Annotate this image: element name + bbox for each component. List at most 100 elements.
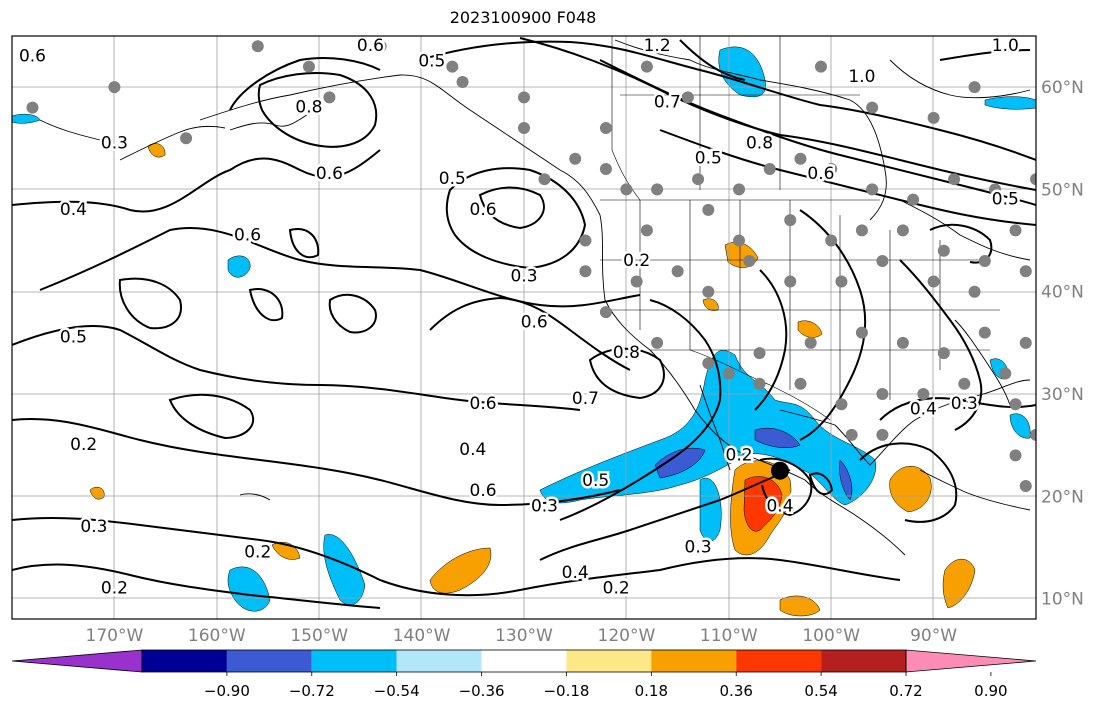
- contour-label: 0.5: [439, 169, 466, 189]
- station-dot: [1019, 265, 1032, 278]
- contour-label: 0.4: [910, 399, 937, 419]
- station-dot: [743, 255, 756, 268]
- station-dot: [814, 60, 827, 73]
- contour-label: 0.3: [510, 266, 537, 286]
- station-dot: [722, 367, 735, 380]
- contour-label: 0.7: [572, 389, 599, 409]
- contour-label: 0.7: [654, 92, 681, 112]
- shade-neg-pacific-n: [227, 255, 251, 278]
- station-dot: [733, 234, 746, 247]
- contour-label: 0.6: [470, 481, 497, 501]
- contour-label: 0.5: [418, 52, 445, 72]
- station-dot: [763, 162, 776, 175]
- station-dot: [446, 60, 459, 73]
- station-dot: [784, 214, 797, 227]
- station-dot: [753, 377, 766, 390]
- shaded-fields: [12, 46, 1036, 617]
- shade-neg-hawaii-s: [227, 566, 271, 612]
- colorbar-segment: [311, 650, 397, 672]
- station-dot: [651, 183, 664, 196]
- colorbar-segment: [821, 650, 906, 672]
- shade-neg-w-edge: [12, 113, 41, 124]
- lat-tick-label: 40°N: [1041, 283, 1084, 303]
- political-borders: [600, 36, 1000, 421]
- station-dot: [651, 336, 664, 349]
- colorbar-frame: [141, 649, 907, 673]
- station-dot: [702, 357, 715, 370]
- colorbar-tick-label: −0.18: [543, 682, 589, 700]
- station-dot: [599, 162, 612, 175]
- contour-label: 0.2: [244, 543, 271, 563]
- station-dot: [518, 122, 530, 135]
- contour-label: 0.5: [60, 328, 87, 348]
- station-dot: [876, 387, 889, 400]
- station-dot: [569, 152, 582, 165]
- contour-label: 1.2: [644, 36, 671, 56]
- station-dot: [794, 152, 807, 165]
- colorbar-tick-label: 0.18: [635, 682, 668, 700]
- station-dot: [702, 285, 715, 298]
- colorbar-segment: [566, 650, 652, 672]
- contour-label: 0.6: [470, 394, 497, 414]
- station-dot: [251, 40, 264, 53]
- map-title: 2023100900 F048: [449, 8, 597, 27]
- contour-label: 0.5: [992, 190, 1019, 210]
- lon-tick-label: 100°W: [802, 626, 860, 646]
- contour-label: 0.6: [316, 164, 343, 184]
- shade-pos-plains-2: [797, 320, 823, 338]
- contour-label: 0.8: [295, 98, 322, 118]
- shade-neg-gulf-e: [1009, 413, 1031, 439]
- contour-label: 0.3: [951, 394, 978, 414]
- colorbar-segment: [396, 650, 482, 672]
- colorbar-tick-label: −0.36: [459, 682, 505, 700]
- station-dot: [671, 265, 684, 278]
- station-dot: [702, 203, 715, 216]
- lon-tick-label: 90°W: [910, 626, 957, 646]
- contour-label: 0.6: [357, 36, 384, 56]
- station-dot: [866, 101, 879, 114]
- colorbar-tick-label: −0.72: [289, 682, 335, 700]
- contour-label: 0.8: [746, 133, 773, 153]
- lat-tick-label: 20°N: [1041, 487, 1084, 507]
- contour-label: 0.5: [582, 471, 609, 491]
- station-dot: [1030, 428, 1036, 441]
- lat-tick-label: 50°N: [1041, 180, 1084, 200]
- station-dot: [835, 275, 848, 288]
- station-dot: [989, 183, 1002, 196]
- colorbar-extend-low: [11, 649, 143, 673]
- contour-label: 0.3: [80, 517, 107, 537]
- lon-tick-label: 160°W: [188, 626, 246, 646]
- station-dot: [896, 336, 909, 349]
- contour-label: 0.6: [521, 312, 548, 332]
- shade-neg-deep-2: [754, 427, 801, 448]
- colorbar-extend-high: [905, 649, 1037, 673]
- colorbar-tick-label: −0.54: [374, 682, 420, 700]
- shade-pos-gulf: [889, 466, 932, 513]
- shade-neg-far-ne: [984, 96, 1036, 110]
- shade-pos-carib: [942, 558, 976, 609]
- station-dot: [845, 428, 858, 441]
- station-dot: [323, 91, 336, 104]
- station-dot: [456, 76, 469, 89]
- contour-label: 0.3: [101, 133, 128, 153]
- contour-label: 0.3: [685, 537, 712, 557]
- station-dot: [876, 255, 889, 268]
- station-dot: [927, 111, 940, 124]
- colorbar-segment: [651, 650, 737, 672]
- lon-tick-label: 140°W: [393, 626, 451, 646]
- station-markers: [26, 40, 1036, 493]
- colorbar-tick-label: 0.54: [804, 682, 837, 700]
- colorbar-segment: [226, 650, 312, 672]
- lon-tick-label: 130°W: [495, 626, 553, 646]
- station-dot: [579, 234, 592, 247]
- station-dot: [999, 367, 1012, 380]
- shade-pos-bering: [147, 143, 166, 158]
- station-dot: [108, 81, 121, 94]
- station-dot: [927, 275, 940, 288]
- station-dot: [1009, 224, 1022, 237]
- station-dot: [1019, 480, 1032, 493]
- lat-tick-label: 60°N: [1041, 78, 1084, 98]
- station-dot: [1030, 173, 1036, 186]
- station-dot: [855, 224, 868, 237]
